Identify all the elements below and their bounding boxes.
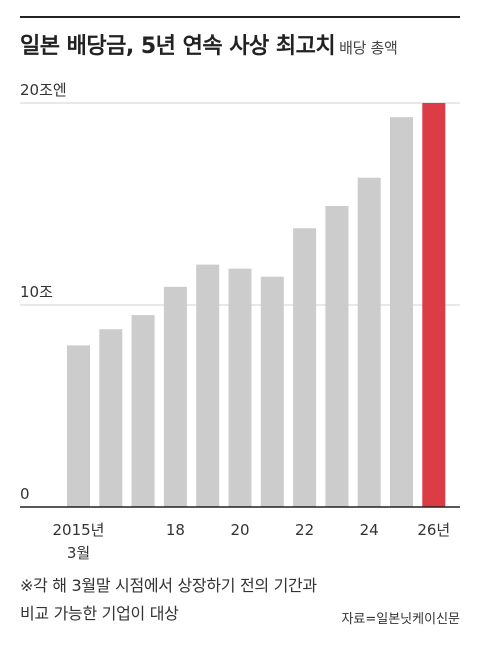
footnote-line-1: ※각 해 3월말 시점에서 상장하기 전의 기간과 — [20, 576, 317, 595]
top-rule — [20, 16, 460, 18]
x-tick-label: 24 — [360, 521, 379, 539]
y-tick-label: 10조 — [20, 283, 53, 301]
chart-title: 일본 배당금, 5년 연속 사상 최고치 — [20, 34, 336, 59]
x-tick-label: 2015년 — [53, 521, 105, 539]
bar — [67, 345, 90, 507]
x-tick-label: 20 — [230, 521, 249, 539]
bar — [99, 329, 123, 507]
y-tick-label: 20조엔 — [20, 81, 67, 99]
bar — [260, 276, 284, 507]
y-tick-label: 0 — [20, 485, 30, 503]
x-tick-label: 26년 — [417, 521, 450, 539]
x-tick-label: 22 — [295, 521, 314, 539]
bar — [422, 103, 446, 507]
bar — [325, 206, 349, 507]
bar-chart: 0 10조 20조엔 2015년 3월 18 20 22 24 26년 — [20, 81, 460, 562]
chart-subtitle: 배당 총액 — [339, 39, 398, 57]
bar — [196, 264, 220, 507]
footnote: ※각 해 3월말 시점에서 상장하기 전의 기간과 비교 가능한 기업이 대상 — [20, 572, 317, 628]
x-tick-label: 18 — [166, 521, 185, 539]
bar — [293, 228, 317, 508]
bar — [390, 117, 413, 507]
bar — [228, 268, 252, 507]
bar — [131, 315, 155, 507]
source-credit: 자료=일본닛케이신문 — [341, 612, 460, 627]
x-tick-label: 3월 — [67, 544, 90, 562]
chart-title-block: 일본 배당금, 5년 연속 사상 최고치 배당 총액 — [20, 28, 398, 60]
footnote-line-2: 비교 가능한 기업이 대상 — [20, 604, 179, 623]
bar — [163, 286, 187, 507]
bar — [357, 177, 381, 508]
